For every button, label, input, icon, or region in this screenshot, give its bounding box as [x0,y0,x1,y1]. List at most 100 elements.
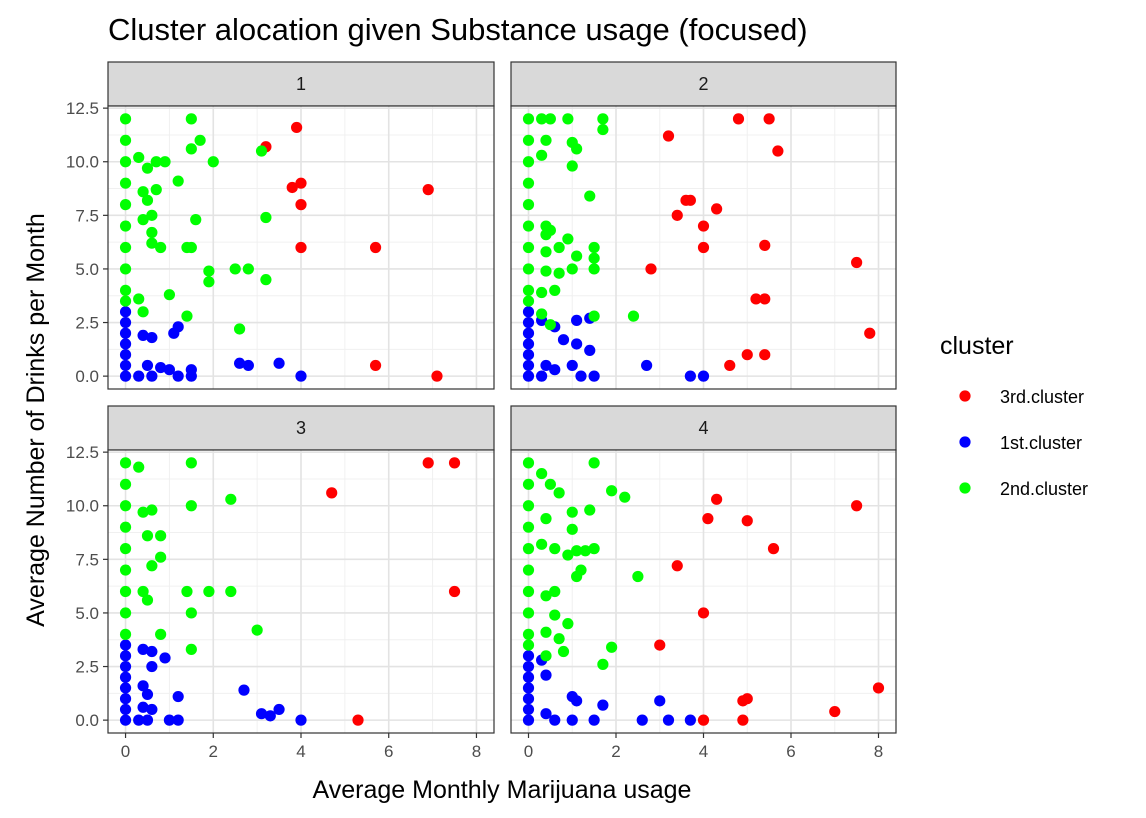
data-point [119,543,132,555]
x-tick-label: 2 [611,742,620,761]
data-point [185,370,197,382]
data-point [172,321,184,333]
data-point [181,585,193,598]
data-point [522,241,535,254]
data-point [352,714,364,726]
data-point [566,714,578,726]
panel-border [510,105,897,390]
x-tick-label: 6 [786,742,795,761]
data-point [579,545,591,557]
data-point [146,226,158,239]
data-point [702,513,714,525]
data-point [119,338,132,350]
data-point [251,624,263,636]
data-point [422,457,434,469]
y-tick-label: 10.0 [66,497,99,516]
data-point [119,457,132,469]
data-point [566,359,578,372]
data-point [137,701,149,713]
data-point [119,478,132,490]
data-point [597,699,609,711]
data-point [711,203,723,215]
data-point [522,682,535,694]
data-point [750,293,762,305]
data-point [119,327,132,339]
data-point [225,493,237,505]
series-1st.cluster [522,650,696,726]
data-point [571,250,583,262]
data-point [522,263,535,275]
data-point [522,607,535,619]
data-point [697,607,710,619]
data-point [732,113,745,125]
x-tick-label: 4 [296,742,305,761]
data-point [632,570,644,583]
data-point [155,628,167,640]
data-point [163,364,176,376]
data-point [133,370,145,382]
data-point [536,113,548,125]
data-point [522,359,535,372]
data-point [225,585,237,598]
data-point [544,478,556,490]
data-point [553,241,565,254]
facet-strip [510,405,897,451]
data-point [133,293,145,305]
data-point [540,134,552,146]
data-point [584,504,596,516]
series-3rd.cluster [326,457,461,726]
data-point [522,284,535,296]
data-point [172,714,184,726]
data-point [566,523,578,535]
data-point [522,156,535,168]
series-3rd.cluster [654,493,885,726]
x-tick-label: 0 [524,742,533,761]
data-point [711,493,723,505]
data-point [606,485,618,497]
facet-panel-4: 4 [510,405,897,734]
data-point [549,543,561,555]
data-point [163,714,176,726]
data-point [242,263,254,275]
gridlines [108,450,494,733]
data-point [549,284,561,296]
data-point [540,265,552,277]
data-point [557,334,570,346]
x-tick-label: 2 [209,742,218,761]
data-point [636,714,648,726]
data-point [684,370,696,382]
data-point [522,177,535,189]
data-point [295,199,307,211]
data-point [864,327,876,339]
y-axis-title: Average Number of Drinks per Month [22,213,50,627]
x-tick-label: 8 [874,742,883,761]
legend-title: cluster [940,332,1014,360]
data-point [141,594,154,606]
data-point [155,551,167,563]
data-point [759,239,771,251]
data-point [671,560,683,572]
data-point [536,286,548,299]
data-point [540,650,552,662]
data-point [238,684,250,696]
data-point [741,349,753,361]
y-axes: 0.0 2.5 5.0 7.5 10.0 12.5 0.0 2.5 5.0 7.5 10.0 12.5 [66,99,108,730]
data-point [522,199,535,211]
data-point [119,284,132,296]
data-point [741,515,753,527]
data-point [203,265,215,277]
data-point [260,211,272,224]
data-point [119,156,132,168]
data-point [763,113,775,125]
data-point [662,130,675,142]
data-point [422,184,434,196]
data-point [588,263,600,275]
data-point [522,370,535,382]
data-point [137,329,149,342]
data-point [522,639,535,651]
data-point [119,241,132,254]
data-point [575,564,587,576]
data-point [448,457,461,469]
data-point [759,293,771,305]
data-point [540,669,552,681]
